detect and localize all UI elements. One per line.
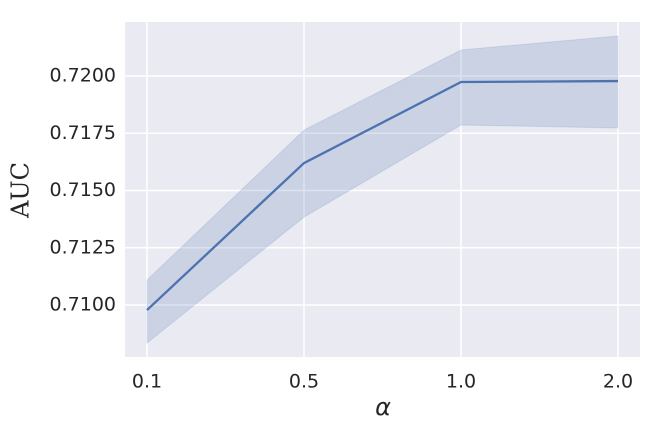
x-tick-label: 0.1 <box>132 371 162 393</box>
x-tick-label: 0.5 <box>289 371 319 393</box>
y-tick-label: 0.7175 <box>50 122 116 144</box>
y-axis-label: AUC <box>7 162 35 219</box>
y-tick-label: 0.7125 <box>50 236 116 258</box>
y-tick-label: 0.7100 <box>50 294 116 316</box>
x-axis-label: α <box>375 393 391 421</box>
y-tick-label: 0.7150 <box>50 179 116 201</box>
plot-area <box>125 22 640 357</box>
confidence-band <box>146 35 619 345</box>
x-tick-label: 2.0 <box>603 371 633 393</box>
x-tick-label: 1.0 <box>446 371 476 393</box>
y-tick-label: 0.7200 <box>50 65 116 87</box>
line <box>146 79 619 311</box>
